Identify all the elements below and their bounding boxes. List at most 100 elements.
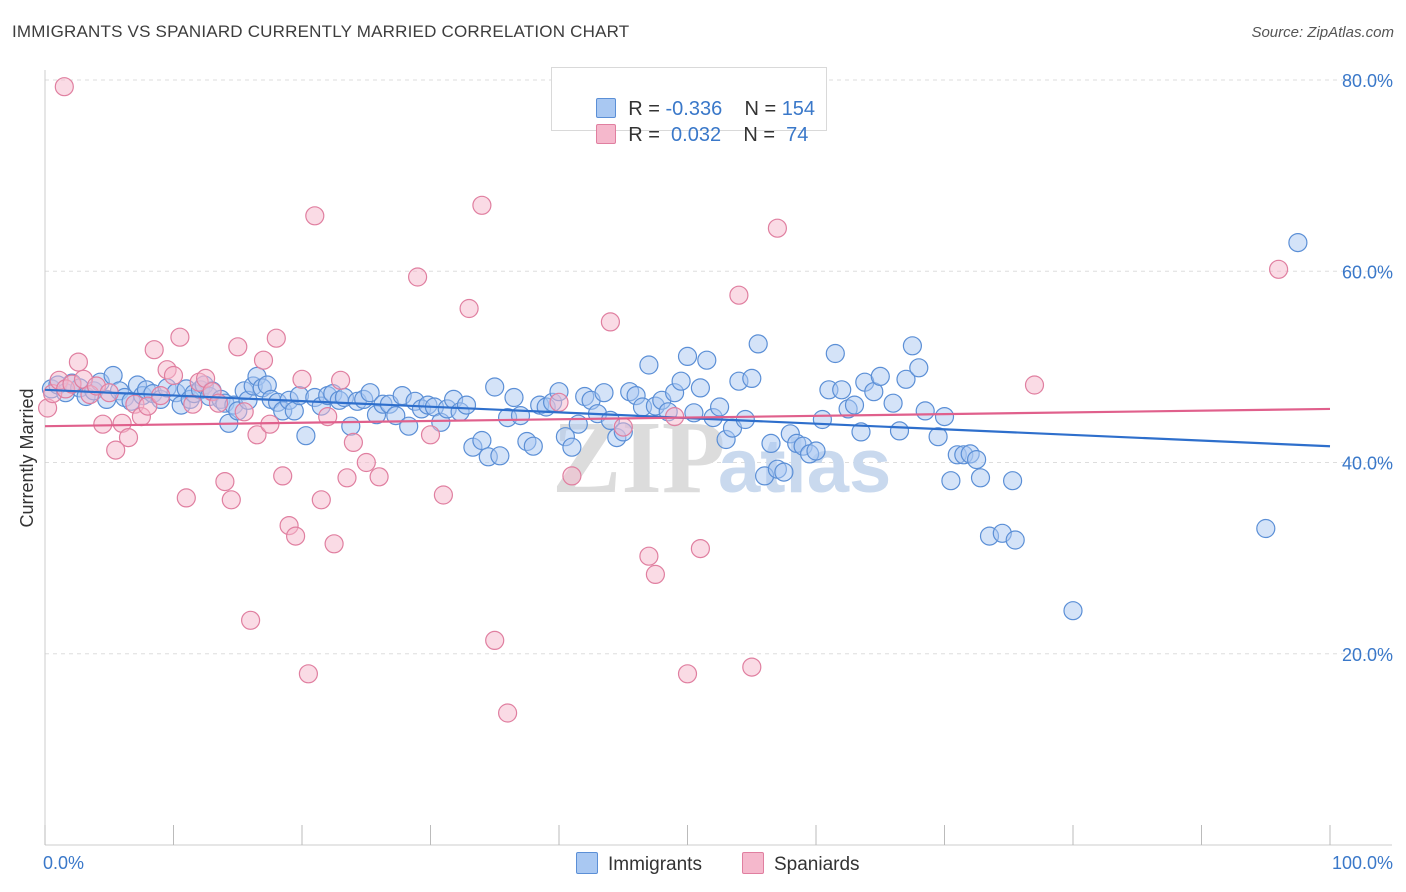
immigrants-point[interactable] [594, 383, 614, 403]
immigrants-point[interactable] [510, 406, 531, 426]
spaniards-point[interactable] [1268, 259, 1289, 279]
spaniards-point[interactable] [549, 392, 569, 412]
immigrants-point[interactable] [883, 393, 903, 413]
immigrants-point[interactable] [490, 446, 510, 466]
spaniards-point[interactable] [311, 490, 331, 510]
immigrants-point[interactable] [742, 368, 762, 388]
spaniards-point[interactable] [337, 468, 357, 488]
spaniards-point[interactable] [600, 312, 621, 332]
immigrants-point[interactable] [671, 371, 691, 391]
immigrants-point[interactable] [806, 441, 826, 461]
spaniards-point[interactable] [228, 337, 248, 357]
immigrants-point[interactable] [360, 383, 380, 403]
spaniards-point[interactable] [613, 417, 633, 437]
immigrants-point[interactable] [456, 395, 477, 415]
immigrants-point[interactable] [677, 346, 698, 366]
immigrants-point[interactable] [1288, 233, 1308, 253]
spaniards-point[interactable] [1024, 375, 1045, 395]
immigrants-point[interactable] [1256, 518, 1276, 539]
spaniards-point[interactable] [324, 534, 344, 554]
immigrants-point[interactable] [562, 437, 582, 457]
spaniards-point[interactable] [183, 394, 203, 414]
immigrants-point[interactable] [870, 366, 890, 386]
immigrants-point[interactable] [523, 436, 543, 456]
immigrants-point[interactable] [966, 450, 987, 470]
immigrants-point[interactable] [832, 380, 852, 400]
spaniards-point[interactable] [331, 370, 351, 390]
spaniards-point[interactable] [485, 630, 505, 651]
legend-spaniards[interactable]: Spaniards [742, 852, 860, 876]
immigrants-point[interactable] [399, 416, 419, 436]
spaniards-point[interactable] [369, 467, 389, 487]
spaniards-point[interactable] [742, 657, 762, 677]
spaniards-point[interactable] [221, 490, 241, 510]
spaniards-point[interactable] [305, 206, 325, 226]
spaniards-point[interactable] [68, 352, 89, 372]
immigrants-point[interactable] [1002, 471, 1023, 491]
spaniards-point[interactable] [176, 488, 196, 508]
spaniards-point[interactable] [163, 365, 184, 386]
spaniards-point[interactable] [170, 327, 190, 347]
immigrants-point[interactable] [851, 422, 871, 442]
immigrants-point[interactable] [1063, 601, 1083, 621]
spaniards-point[interactable] [215, 472, 235, 492]
spaniards-point[interactable] [93, 414, 113, 434]
spaniards-point[interactable] [343, 432, 363, 452]
immigrants-point[interactable] [761, 433, 781, 453]
spaniards-point[interactable] [729, 285, 749, 305]
immigrants-point[interactable] [296, 426, 316, 446]
spaniards-point[interactable] [286, 526, 306, 546]
immigrants-point[interactable] [941, 471, 961, 491]
immigrants-point[interactable] [1005, 530, 1025, 550]
immigrants-point[interactable] [485, 377, 505, 397]
spaniards-point[interactable] [241, 610, 261, 630]
immigrants-point[interactable] [774, 462, 794, 482]
spaniards-point[interactable] [690, 538, 711, 559]
immigrants-point[interactable] [902, 336, 923, 356]
spaniards-point[interactable] [318, 407, 338, 427]
immigrants-point[interactable] [639, 355, 659, 375]
spaniards-point[interactable] [356, 452, 376, 473]
spaniards-point[interactable] [298, 664, 318, 684]
immigrants-point[interactable] [896, 369, 916, 389]
spaniards-point[interactable] [408, 267, 428, 287]
spaniards-point[interactable] [292, 369, 312, 389]
immigrants-point[interactable] [690, 378, 711, 398]
spaniards-point[interactable] [420, 425, 441, 445]
immigrants-point[interactable] [697, 350, 717, 370]
spaniards-point[interactable] [273, 466, 293, 486]
immigrants-point[interactable] [844, 395, 865, 415]
immigrants-point[interactable] [386, 406, 406, 426]
immigrants-point[interactable] [812, 409, 833, 430]
spaniards-point[interactable] [106, 440, 126, 460]
spaniards-point[interactable] [266, 328, 286, 348]
spaniards-point[interactable] [234, 402, 254, 422]
immigrants-point[interactable] [504, 387, 524, 408]
immigrants-point[interactable] [915, 401, 935, 421]
immigrants-point[interactable] [472, 430, 492, 451]
immigrants-point[interactable] [934, 407, 955, 427]
immigrants-point[interactable] [825, 343, 845, 364]
immigrants-point[interactable] [970, 468, 991, 488]
spaniards-point[interactable] [247, 425, 267, 445]
spaniards-point[interactable] [498, 703, 518, 723]
immigrants-point[interactable] [748, 334, 768, 354]
spaniards-point[interactable] [562, 466, 582, 486]
immigrants-point[interactable] [889, 421, 910, 441]
immigrants-point[interactable] [709, 397, 730, 417]
spaniards-point[interactable] [639, 546, 659, 566]
spaniards-point[interactable] [677, 664, 698, 684]
immigrants-point[interactable] [909, 358, 929, 378]
spaniards-point[interactable] [54, 77, 74, 97]
spaniards-point[interactable] [433, 485, 453, 505]
legend-immigrants[interactable]: Immigrants [576, 852, 702, 876]
spaniards-point[interactable] [472, 195, 492, 215]
spaniards-point[interactable] [459, 298, 479, 319]
spaniards-point[interactable] [767, 218, 788, 238]
spaniards-point[interactable] [144, 340, 164, 360]
immigrants-point[interactable] [341, 416, 361, 436]
spaniards-point[interactable] [118, 428, 139, 448]
spaniards-point[interactable] [645, 564, 666, 585]
spaniards-point[interactable] [138, 396, 158, 416]
immigrants-point[interactable] [928, 427, 948, 447]
